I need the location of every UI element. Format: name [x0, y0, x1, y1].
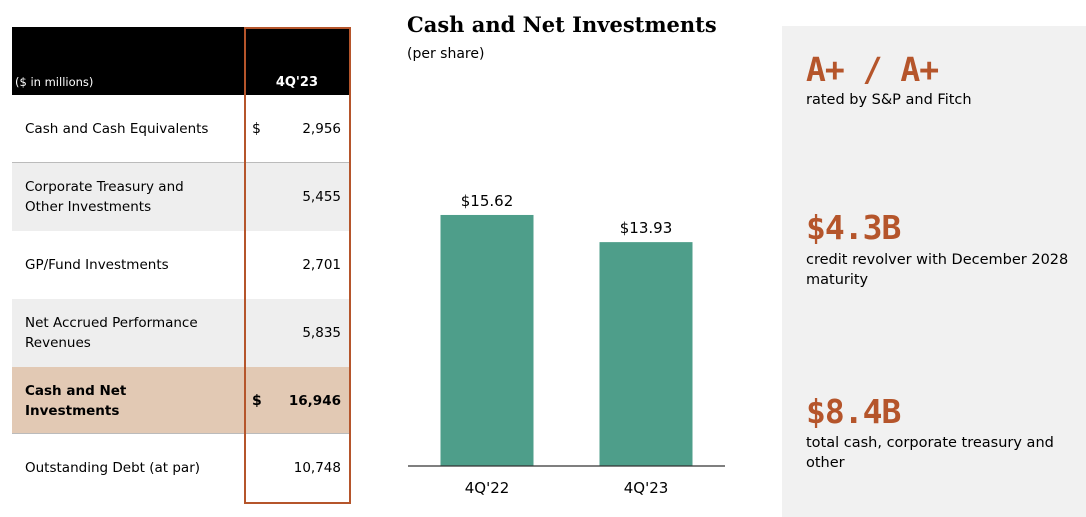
cash-stat-text: total cash, corporate treasury and other	[806, 435, 1054, 471]
table-row: Corporate Treasury and Other Investments…	[12, 163, 350, 231]
column-header: 4Q'23	[275, 75, 318, 90]
bar-0	[440, 214, 534, 466]
bar-chart: $15.62 4Q'22 $13.93 4Q'23	[408, 192, 725, 497]
stats-panel: A+ / A+ rated by S&P and Fitch $4.3B cre…	[782, 26, 1086, 517]
chart-subtitle: (per share)	[407, 46, 485, 62]
row-label: Outstanding Debt (at par)	[25, 460, 201, 476]
row-label: Cash and Net Investments	[25, 382, 127, 419]
cash-stat: $8.4B	[806, 392, 901, 431]
row-label: Net Accrued Performance Revenues	[25, 315, 198, 351]
row-dollar: $	[252, 121, 261, 137]
unit-label: ($ in millions)	[15, 75, 94, 89]
revolver-stat: $4.3B	[806, 208, 901, 247]
row-value: 16,946	[288, 392, 341, 409]
row-label: GP/Fund Investments	[25, 257, 169, 273]
table-row: Net Accrued Performance Revenues 5,835	[12, 299, 350, 367]
revolver-stat-text: credit revolver with December 2028 matur…	[806, 252, 1069, 288]
table-row-total: Cash and Net Investments $ 16,946	[12, 367, 350, 434]
row-value: 10,748	[293, 460, 341, 476]
chart-title: Cash and Net Investments	[407, 12, 717, 37]
row-value: 5,455	[302, 189, 341, 205]
table-row: Cash and Cash Equivalents $ 2,956	[12, 95, 350, 163]
row-label: Cash and Cash Equivalents	[25, 121, 209, 137]
row-label: Corporate Treasury and Other Investments	[25, 179, 184, 215]
row-value: 2,956	[302, 121, 341, 137]
table-row: Outstanding Debt (at par) 10,748	[12, 434, 350, 502]
row-divider	[12, 433, 350, 434]
rating-stat: A+ / A+	[806, 50, 939, 89]
column-highlight-frame	[244, 27, 351, 504]
x-tick-label-0: 4Q'22	[465, 479, 510, 497]
data-label-0: $15.62	[461, 192, 514, 210]
row-value: 2,701	[302, 257, 341, 273]
rating-stat-text: rated by S&P and Fitch	[806, 92, 972, 108]
data-label-1: $13.93	[620, 219, 673, 237]
row-value: 5,835	[302, 325, 341, 341]
table-header: ($ in millions) 4Q'23	[12, 27, 350, 95]
row-divider	[12, 162, 350, 163]
x-tick-label-1: 4Q'23	[624, 479, 669, 497]
row-dollar: $	[252, 392, 262, 409]
bar-1	[599, 242, 693, 466]
table-row: GP/Fund Investments 2,701	[12, 231, 350, 299]
